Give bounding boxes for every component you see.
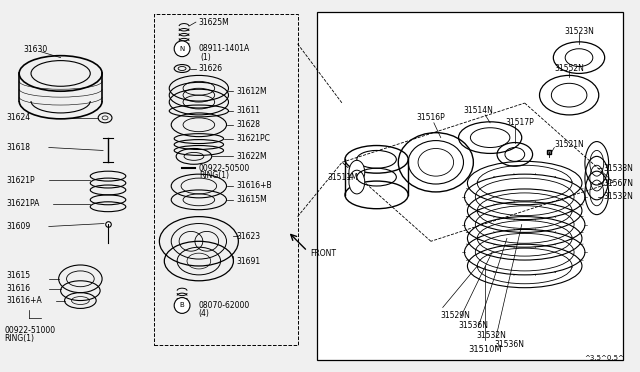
Text: FRONT: FRONT [310,248,337,258]
Text: 31621P: 31621P [6,176,35,185]
Text: N: N [179,46,185,52]
Text: 31630: 31630 [23,45,47,54]
Text: RING(1): RING(1) [4,334,35,343]
Text: 31517P: 31517P [505,118,534,127]
Ellipse shape [349,170,365,194]
Text: 31621PA: 31621PA [6,199,40,208]
Text: 31622M: 31622M [236,152,267,161]
Text: 31511M: 31511M [327,173,358,182]
Text: 31616: 31616 [6,284,31,293]
Text: 31618: 31618 [6,143,30,152]
Text: 31625M: 31625M [199,17,230,26]
Text: 31624: 31624 [6,113,31,122]
Text: 31567N: 31567N [604,179,634,187]
Circle shape [174,41,190,57]
Text: 31538N: 31538N [604,164,634,173]
Text: 00922-50500: 00922-50500 [199,164,250,173]
Bar [317,12,623,360]
Text: 31516P: 31516P [416,113,445,122]
Text: 31615M: 31615M [236,195,267,204]
Text: 31691: 31691 [236,257,260,266]
Ellipse shape [349,160,365,184]
Text: 31621PC: 31621PC [236,134,270,143]
Text: 31536N: 31536N [494,340,524,349]
Text: 31626: 31626 [199,64,223,73]
Text: 00922-51000: 00922-51000 [4,326,56,335]
Text: 31615: 31615 [6,271,31,280]
Text: B: B [180,302,184,308]
Text: 31510M: 31510M [468,346,502,355]
Text: 31611: 31611 [236,106,260,115]
Text: 31521N: 31521N [554,140,584,149]
Text: 08070-62000: 08070-62000 [199,301,250,310]
Text: 08911-1401A: 08911-1401A [199,44,250,53]
Text: 31623: 31623 [236,232,260,241]
Text: 31616+B: 31616+B [236,182,272,190]
Text: 31514N: 31514N [463,106,493,115]
Text: 31523N: 31523N [564,28,594,36]
Text: (4): (4) [199,309,210,318]
Text: 31612M: 31612M [236,87,267,96]
Text: ^3.5^0.5^: ^3.5^0.5^ [584,355,624,361]
Text: 31532N: 31532N [476,331,506,340]
Text: 31628: 31628 [236,120,260,129]
Text: 31536N: 31536N [458,321,488,330]
Text: 31532N: 31532N [604,192,634,201]
Text: 31616+A: 31616+A [6,296,42,305]
Circle shape [174,298,190,313]
Bar [154,14,298,345]
Text: 31529N: 31529N [441,311,470,320]
Text: (1): (1) [201,53,212,62]
Text: 31609: 31609 [6,222,31,231]
Text: RING(1): RING(1) [199,171,229,180]
Text: 31552N: 31552N [554,64,584,73]
